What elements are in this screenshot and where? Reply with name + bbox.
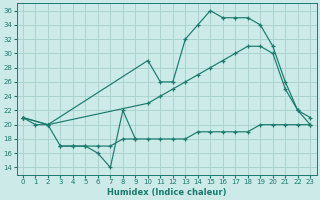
X-axis label: Humidex (Indice chaleur): Humidex (Indice chaleur) — [107, 188, 226, 197]
